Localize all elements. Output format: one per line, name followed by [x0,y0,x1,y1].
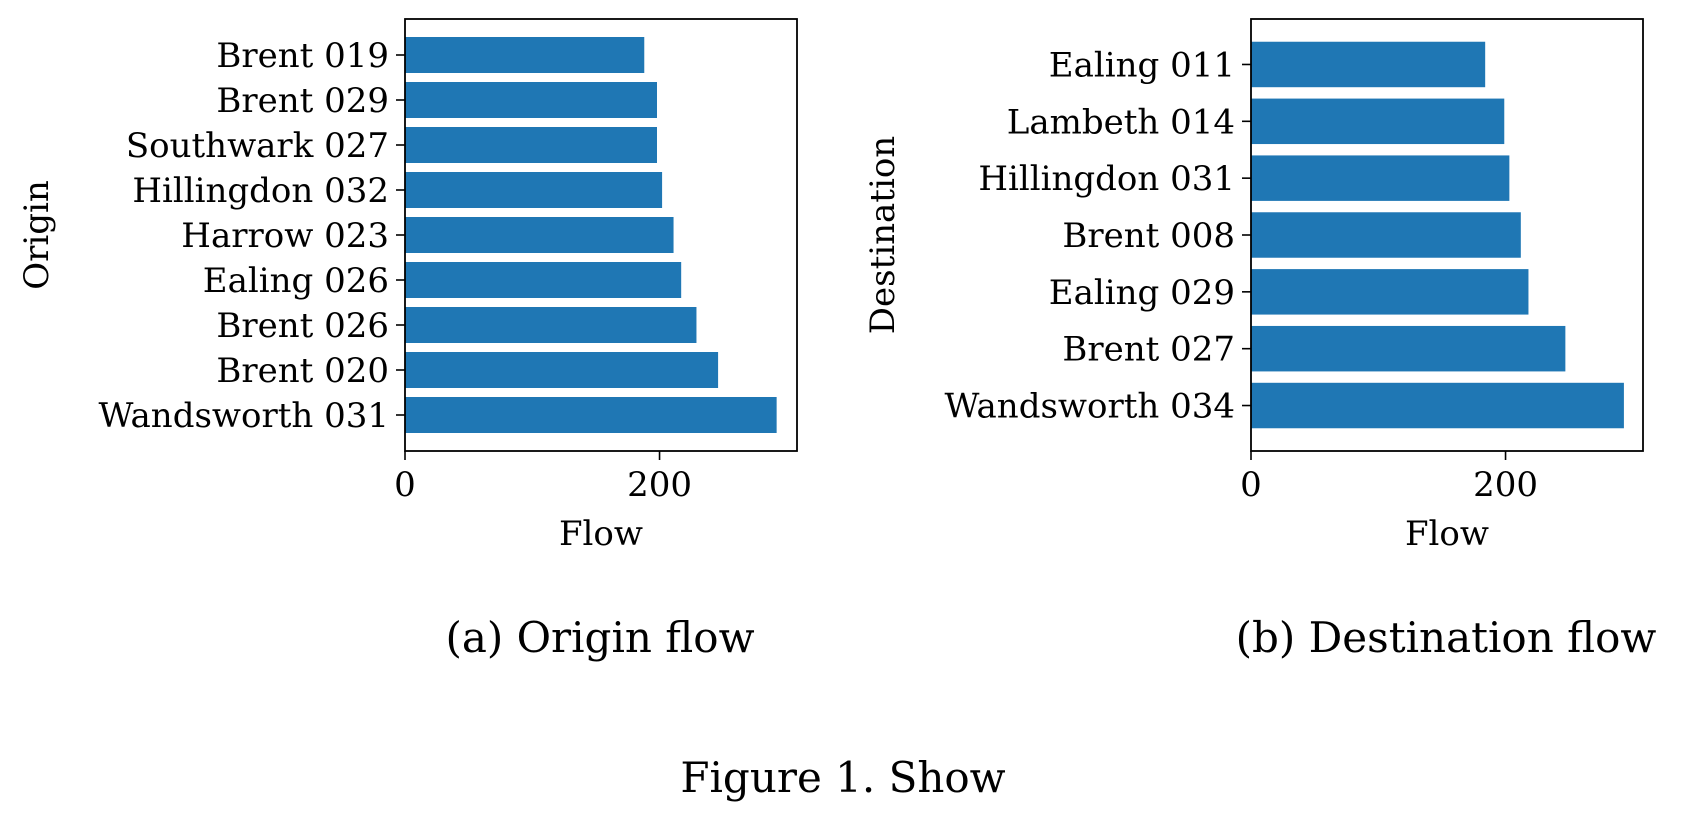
y-axis-label: Destination [863,136,903,334]
y-tick-label: Wandsworth 034 [945,387,1235,427]
y-axis-label: Origin [17,180,57,290]
destination-flow-chart: Wandsworth 034 Brent 027 Ealing 029 Brent 0… [863,18,1657,662]
y-tick-label: Lambeth 014 [1007,102,1235,142]
bar-southwark-027 [405,127,657,163]
bar-hillingdon-032 [405,172,663,208]
y-tick-label: Ealing 011 [1049,45,1235,85]
y-tick-label: Brent 008 [1062,216,1235,256]
y-tick-label: Ealing 026 [203,261,389,301]
figure-caption: Figure 1. Show [680,753,1005,802]
y-tick-label: Southwark 027 [126,126,389,166]
x-tick-label: 0 [394,465,416,505]
y-tick-label: Ealing 029 [1049,273,1235,313]
bar-brent-008 [1251,212,1521,258]
x-tick-label: 0 [1240,465,1262,505]
subfigure-caption: (a) Origin flow [445,613,754,662]
y-tick-label: Hillingdon 032 [132,171,389,211]
y-tick-label: Harrow 023 [181,216,389,256]
x-tick-label: 200 [1473,465,1538,505]
bar-ealing-029 [1251,269,1529,315]
bar-brent-019 [405,37,645,73]
y-tick-label: Wandsworth 031 [99,396,389,436]
y-tick-label: Brent 026 [216,306,389,346]
bar-wandsworth-034 [1251,382,1624,429]
bar-brent-026 [405,307,697,343]
y-tick-label: Brent 027 [1062,330,1235,370]
bar-harrow-023 [405,217,674,253]
bar-brent-020 [405,352,719,388]
subfigure-caption: (b) Destination flow [1236,613,1657,662]
x-tick-label: 200 [627,465,692,505]
bar-wandsworth-031 [405,397,777,433]
bar-brent-027 [1251,325,1566,372]
bar-ealing-026 [405,262,682,298]
x-axis-label: Flow [559,514,643,554]
plot-frame [1250,18,1644,452]
bar-lambeth-014 [1251,98,1505,145]
x-axis-label: Flow [1405,514,1489,554]
bar-brent-029 [405,82,657,118]
y-tick-label: Brent 029 [216,81,389,121]
origin-flow-chart: Wandsworth 031 Brent 020 Brent 026 Ealing 0… [17,18,798,662]
y-tick-label: Brent 019 [216,36,389,76]
y-tick-label: Hillingdon 031 [978,159,1235,199]
bar-hillingdon-031 [1251,155,1510,201]
plot-frame [404,18,798,452]
bar-ealing-011 [1251,41,1486,88]
y-tick-label: Brent 020 [216,351,389,391]
